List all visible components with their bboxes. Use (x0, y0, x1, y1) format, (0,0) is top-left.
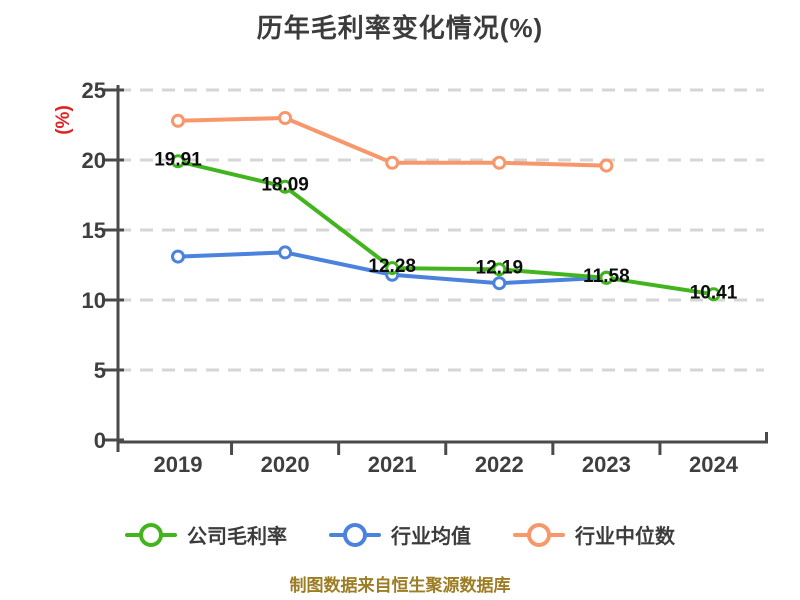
data-source-caption: 制图数据来自恒生聚源数据库 (289, 576, 511, 595)
x-tick-label: 2019 (154, 452, 203, 477)
point-value-label: 12.19 (476, 257, 524, 278)
data-point-series-1 (278, 245, 293, 260)
data-point-series-0 (599, 270, 614, 285)
x-tick-label: 2022 (475, 452, 524, 477)
y-tick-label: 10 (82, 288, 106, 313)
data-point-series-2 (278, 111, 293, 125)
data-point-series-2 (171, 113, 185, 128)
data-point-series-2 (599, 158, 614, 173)
data-point-series-0 (278, 179, 293, 194)
point-value-label: 10.41 (690, 282, 738, 303)
y-tick-label: 15 (82, 218, 106, 243)
legend-item-industry-average[interactable]: 行业均值 (329, 520, 471, 549)
legend-label: 行业中位数 (575, 526, 675, 548)
point-value-label: 19.91 (154, 149, 202, 170)
data-point-series-0 (492, 262, 507, 277)
point-value-label: 12.28 (368, 256, 416, 277)
point-value-label: 18.09 (261, 175, 309, 196)
x-tick-label: 2020 (261, 452, 310, 477)
y-tick-label: 20 (82, 148, 106, 173)
chart-title: 历年毛利率变化情况(%) (256, 13, 544, 43)
data-point-series-1 (492, 276, 507, 291)
data-point-series-2 (385, 155, 400, 170)
line-marker-icon (329, 522, 381, 547)
data-point-series-0 (385, 261, 400, 276)
line-marker-icon (125, 522, 177, 547)
line-marker-icon (513, 522, 565, 547)
y-tick-label: 5 (94, 358, 106, 383)
y-tick-label: 25 (82, 78, 106, 103)
chart-legend: 公司毛利率 行业均值 行业中位数 (0, 520, 800, 549)
legend-label: 公司毛利率 (187, 526, 287, 548)
data-point-series-0 (171, 154, 185, 169)
data-point-series-2 (492, 155, 507, 170)
data-point-series-1 (171, 249, 185, 264)
series-line-0 (176, 159, 716, 297)
x-tick-label: 2021 (368, 452, 417, 477)
data-point-series-0 (706, 287, 721, 302)
x-tick-label: 2024 (689, 452, 739, 477)
y-tick-label: 0 (94, 428, 106, 453)
x-tick-label: 2023 (582, 452, 631, 477)
legend-item-industry-median[interactable]: 行业中位数 (513, 520, 675, 549)
point-value-label: 11.58 (583, 266, 630, 287)
legend-label: 行业均值 (391, 526, 471, 548)
line-chart: 0 5 10 15 20 25 2019 2020 2021 2022 2023 2024 19.91 1… (82, 78, 768, 477)
legend-item-company-margin[interactable]: 公司毛利率 (125, 520, 287, 549)
